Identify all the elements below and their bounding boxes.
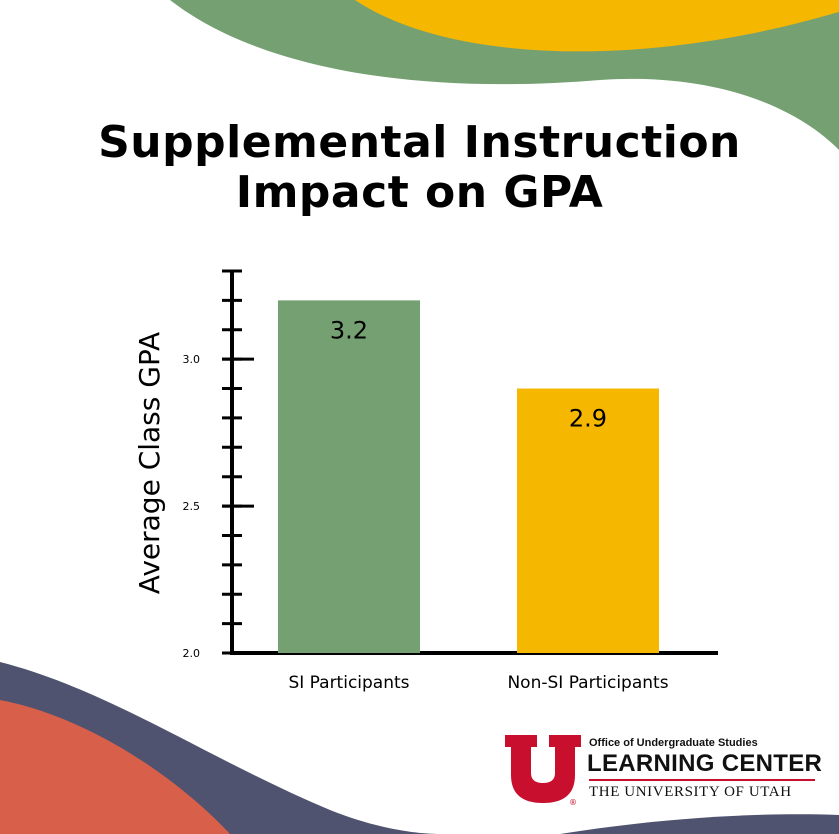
bar-value-label: 2.9: [569, 405, 607, 433]
chart-title: Supplemental Instruction Impact on GPA: [0, 118, 839, 218]
logo-learning-center-text: LEARNING CENTER: [587, 750, 823, 777]
y-axis-label: Average Class GPA: [133, 332, 166, 594]
university-u-logo-icon: ®: [505, 735, 581, 805]
bar-non-si-participants: [517, 388, 659, 653]
logo-divider: [589, 779, 815, 781]
top-gold-wave: [355, 0, 839, 52]
bottom-right-navy-wave: [560, 814, 839, 834]
x-tick-label: Non-SI Participants: [507, 673, 668, 693]
learning-center-logo: ® Office of Undergraduate Studies LEARNI…: [503, 733, 823, 805]
title-line-1: Supplemental Instruction: [98, 117, 741, 168]
svg-text:®: ®: [569, 798, 577, 805]
title-line-2: Impact on GPA: [235, 167, 604, 218]
logo-university-text: THE UNIVERSITY OF UTAH: [589, 784, 792, 800]
bottom-coral-wave: [0, 700, 230, 834]
y-tick-label: 2.5: [183, 500, 201, 513]
bar-si-participants: [278, 300, 420, 653]
y-tick-label: 2.0: [183, 647, 201, 660]
x-tick-label: SI Participants: [288, 673, 409, 693]
bar-value-label: 3.2: [330, 316, 368, 344]
logo-office-text: Office of Undergraduate Studies: [589, 737, 758, 749]
bars: 3.2 SI Participants 2.9 Non-SI Participants: [278, 300, 669, 693]
y-tick-label: 3.0: [183, 353, 201, 366]
